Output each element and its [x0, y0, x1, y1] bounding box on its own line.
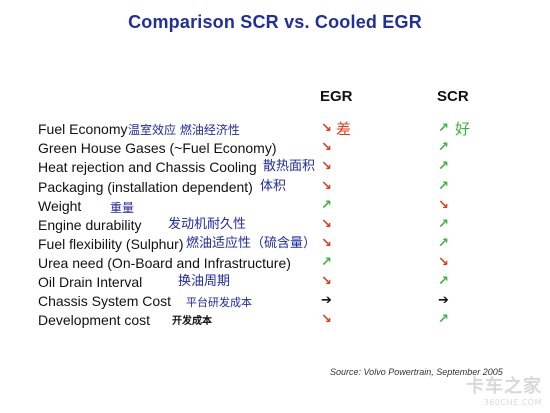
up-right-arrow-icon: ↗	[438, 312, 449, 327]
watermark-text: 卡车之家	[466, 376, 542, 397]
source-citation: Source: Volvo Powertrain, September 2005	[330, 367, 503, 377]
row-label: Chassis System Cost	[38, 293, 172, 309]
up-right-arrow-icon: ↗	[321, 198, 332, 213]
up-right-arrow-icon: ↗	[438, 140, 449, 155]
row-chinese-annotation: 燃油适应性（硫含量）	[186, 236, 317, 251]
comparison-row: Chassis System Cost 平台研发成本 ➔ ➔	[38, 292, 538, 312]
row-label: Fuel Economy	[38, 121, 128, 137]
row-chinese-annotation: 温室效应 燃油经济性	[128, 123, 240, 137]
row-label: Packaging (installation dependent)	[38, 179, 253, 195]
row-label: Fuel flexibility (Sulphur)	[38, 236, 184, 252]
row-label: Green House Gases (~Fuel Economy)	[38, 140, 277, 156]
down-right-arrow-icon: ↘	[321, 217, 332, 232]
down-right-arrow-icon: ↘	[321, 159, 332, 174]
row-chinese-annotation: 散热面积	[263, 159, 316, 174]
comparison-row: Fuel flexibility (Sulphur) 燃油适应性（硫含量） ↘ …	[38, 235, 538, 255]
up-right-arrow-icon: ↗	[438, 217, 449, 232]
row-chinese-annotation: 体积	[260, 179, 287, 194]
watermark-url: 360CHE.COM	[483, 398, 542, 407]
column-header-scr: SCR	[437, 88, 469, 105]
comparison-row: Weight 重量 ↗ ↘	[38, 197, 538, 217]
up-right-arrow-icon: ↗	[438, 274, 449, 289]
row-label: Urea need (On-Board and Infrastructure)	[38, 255, 291, 271]
up-right-arrow-icon: ↗	[438, 179, 449, 194]
row-chinese-annotation: 开发成本	[172, 316, 212, 327]
down-right-arrow-icon: ↘	[321, 312, 332, 327]
watermark-logo: 卡车之家 360CHE.COM	[466, 372, 542, 407]
comparison-row: Development cost 开发成本 ↘ ↗	[38, 311, 538, 331]
comparison-row: Oil Drain Interval 换油周期 ↘ ↗	[38, 273, 538, 293]
comparison-row: Fuel Economy 温室效应 燃油经济性 ↘ 差 ↗ 好	[38, 120, 538, 140]
column-header-egr: EGR	[320, 88, 353, 105]
row-label: Heat rejection and Chassis Cooling	[38, 159, 257, 175]
down-right-arrow-icon: ↘	[321, 274, 332, 289]
up-right-arrow-icon: ↗	[321, 255, 332, 270]
down-right-arrow-icon: ↘	[438, 255, 449, 270]
row-chinese-annotation: 换油周期	[178, 274, 231, 289]
up-right-arrow-icon: ↗	[438, 159, 449, 174]
egr-note: 差	[336, 120, 352, 138]
row-chinese-annotation: 重量	[110, 201, 135, 215]
up-right-arrow-icon: ↗	[438, 236, 449, 251]
row-chinese-annotation: 发动机耐久性	[168, 217, 247, 232]
page-title: Comparison SCR vs. Cooled EGR	[128, 12, 422, 32]
down-right-arrow-icon: ↘	[321, 121, 332, 136]
down-right-arrow-icon: ↘	[321, 179, 332, 194]
row-label: Weight	[38, 198, 82, 214]
up-right-arrow-icon: ↗	[438, 121, 449, 136]
down-right-arrow-icon: ↘	[438, 198, 449, 213]
comparison-row: Urea need (On-Board and Infrastructure) …	[38, 254, 538, 274]
row-label: Oil Drain Interval	[38, 274, 143, 290]
down-right-arrow-icon: ↘	[321, 236, 332, 251]
row-chinese-annotation: 平台研发成本	[186, 296, 252, 309]
row-label: Engine durability	[38, 217, 142, 233]
comparison-row: Engine durability 发动机耐久性 ↘ ↗	[38, 216, 538, 236]
down-right-arrow-icon: ↘	[321, 140, 332, 155]
scr-note: 好	[455, 120, 471, 138]
comparison-row: Green House Gases (~Fuel Economy) ↘ ↗	[38, 139, 538, 159]
right-arrow-icon: ➔	[321, 293, 332, 308]
right-arrow-icon: ➔	[438, 293, 449, 308]
row-label: Development cost	[38, 312, 151, 328]
comparison-row: Heat rejection and Chassis Cooling 散热面积 …	[38, 158, 538, 178]
comparison-row: Packaging (installation dependent) 体积 ↘ …	[38, 178, 538, 198]
